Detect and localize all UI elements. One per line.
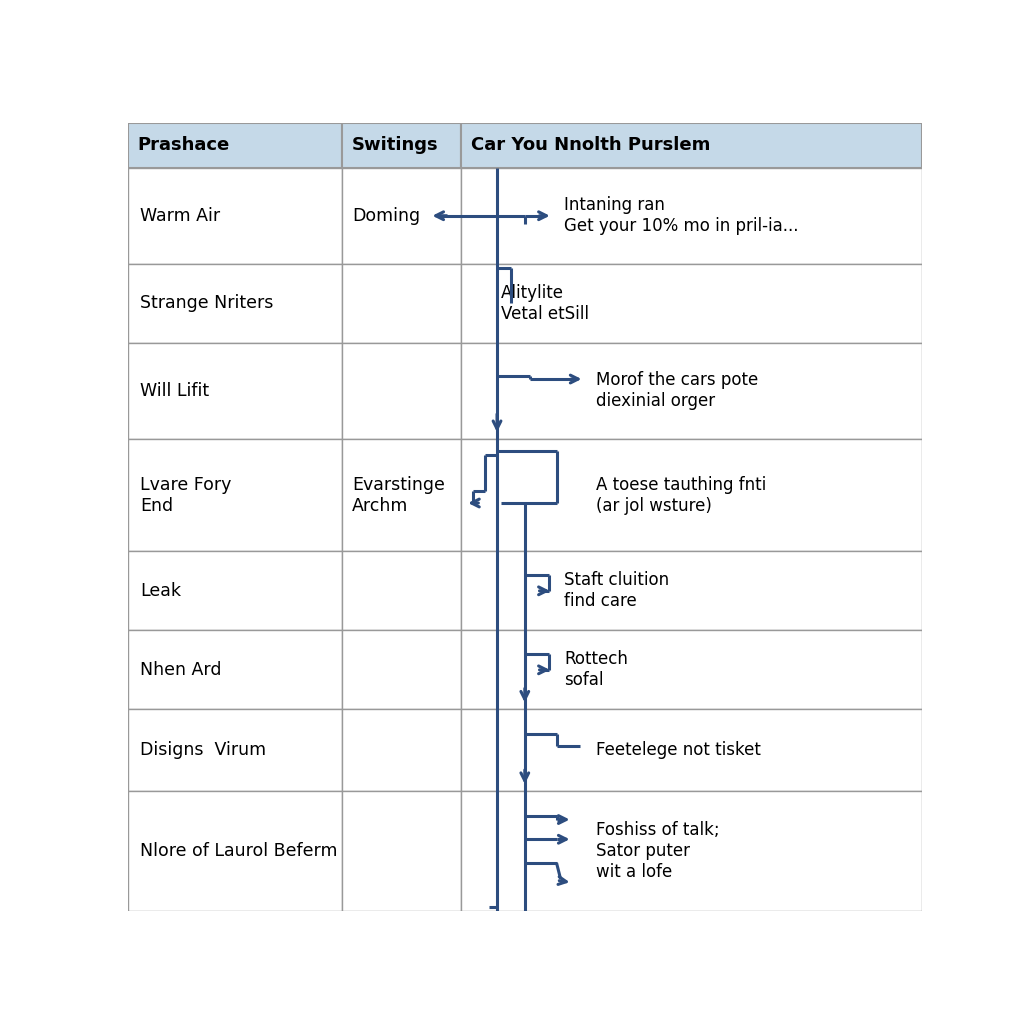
Bar	[342, 791, 461, 911]
Text: Intaning ran
Get your 10% mo in pril-ia...: Intaning ran Get your 10% mo in pril-ia.…	[564, 197, 799, 236]
Bar	[461, 123, 922, 168]
Text: Switings: Switings	[352, 136, 438, 155]
Bar	[342, 710, 461, 791]
Bar	[342, 439, 461, 551]
Text: Feetelege not tisket: Feetelege not tisket	[596, 741, 761, 759]
Bar	[128, 439, 342, 551]
Text: Rottech
sofal: Rottech sofal	[564, 650, 629, 689]
Bar	[461, 710, 922, 791]
Bar	[461, 551, 922, 631]
Text: Prashace: Prashace	[137, 136, 229, 155]
Text: Foshiss of talk;
Sator puter
wit a lofe: Foshiss of talk; Sator puter wit a lofe	[596, 821, 720, 881]
Bar	[461, 343, 922, 439]
Bar	[461, 631, 922, 710]
Text: Evarstinge
Archm: Evarstinge Archm	[352, 476, 444, 514]
Bar	[128, 551, 342, 631]
Text: Morof the cars pote
diexinial orger: Morof the cars pote diexinial orger	[596, 372, 759, 411]
Bar	[128, 168, 342, 264]
Text: A toese tauthing fnti
(ar jol wsture): A toese tauthing fnti (ar jol wsture)	[596, 476, 767, 514]
Bar	[128, 123, 342, 168]
Bar	[461, 439, 922, 551]
Text: Nhen Ard: Nhen Ard	[140, 660, 221, 679]
Bar	[128, 791, 342, 911]
Text: Strange Nriters: Strange Nriters	[140, 294, 273, 312]
Text: Disigns  Virum: Disigns Virum	[140, 741, 266, 759]
Bar	[342, 264, 461, 343]
Text: Warm Air: Warm Air	[140, 207, 220, 224]
Text: Will Lifit: Will Lifit	[140, 382, 209, 399]
Text: Lvare Fory
End: Lvare Fory End	[140, 476, 231, 514]
Bar	[342, 551, 461, 631]
Bar	[128, 264, 342, 343]
Text: Doming: Doming	[352, 207, 420, 224]
Text: Leak: Leak	[140, 582, 181, 600]
Bar	[128, 343, 342, 439]
Bar	[342, 343, 461, 439]
Text: Car You Nnolth Purslem: Car You Nnolth Purslem	[471, 136, 711, 155]
Bar	[342, 631, 461, 710]
Text: Alitylite
Vetal etSill: Alitylite Vetal etSill	[501, 284, 589, 323]
Text: Staft cluition
find care: Staft cluition find care	[564, 571, 670, 610]
Bar	[128, 710, 342, 791]
Bar	[342, 123, 461, 168]
Text: Nlore of Laurol Beferm: Nlore of Laurol Beferm	[140, 842, 337, 860]
Bar	[461, 791, 922, 911]
Bar	[128, 631, 342, 710]
Bar	[461, 264, 922, 343]
Bar	[461, 168, 922, 264]
Bar	[342, 168, 461, 264]
